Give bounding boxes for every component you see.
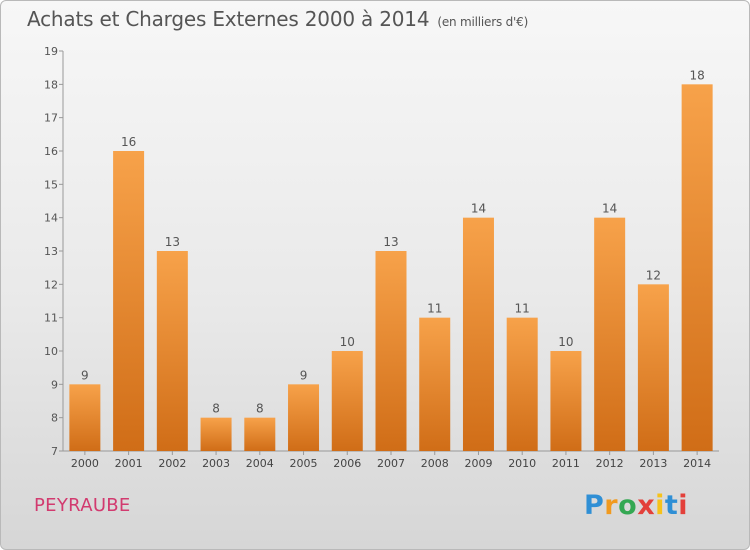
bar-value-label: 10 <box>558 335 573 349</box>
bar-value-label: 14 <box>602 202 617 216</box>
bar-value-label: 12 <box>646 268 661 282</box>
y-tick-label: 13 <box>44 245 58 258</box>
x-tick-label: 2007 <box>377 457 405 470</box>
x-tick-label: 2002 <box>158 457 186 470</box>
y-tick-label: 17 <box>44 112 58 125</box>
x-tick-label: 2012 <box>596 457 624 470</box>
y-tick-label: 12 <box>44 278 58 291</box>
y-tick-label: 18 <box>44 78 58 91</box>
bar <box>288 384 320 451</box>
logo-letter: i <box>678 490 689 521</box>
bar-value-label: 13 <box>383 235 398 249</box>
bar <box>637 284 669 451</box>
bar <box>244 417 276 451</box>
logo-letter: t <box>664 490 679 521</box>
bar <box>594 217 626 451</box>
y-tick-label: 14 <box>44 212 58 225</box>
x-tick-label: 2010 <box>508 457 536 470</box>
y-tick-label: 19 <box>44 45 58 58</box>
x-tick-label: 2006 <box>333 457 361 470</box>
x-tick-label: 2013 <box>639 457 667 470</box>
commune-name: PEYRAUBE <box>34 495 131 516</box>
logo-letter: P <box>584 490 605 521</box>
bar <box>419 317 451 451</box>
data-labels: 9 16 13 8 8 9 10 13 11 14 11 10 14 12 18 <box>81 68 705 415</box>
bar-value-label: 9 <box>300 368 308 382</box>
bar-value-label: 14 <box>471 202 486 216</box>
x-tick-label: 2000 <box>71 457 99 470</box>
chart-title-text: Achats et Charges Externes 2000 à 2014 <box>27 7 430 31</box>
bar-value-label: 11 <box>515 302 530 316</box>
y-tick-label: 15 <box>44 178 58 191</box>
bar <box>156 251 188 451</box>
x-tick-label: 2004 <box>246 457 274 470</box>
logo-letter: o <box>618 490 638 521</box>
bar-value-label: 9 <box>81 368 89 382</box>
x-tick-label: 2005 <box>290 457 318 470</box>
logo-letter: r <box>604 490 619 521</box>
bar <box>69 384 101 451</box>
logo-letter: i <box>655 490 665 521</box>
y-tick-label: 10 <box>44 345 58 358</box>
y-tick-label: 7 <box>51 445 58 458</box>
bar <box>506 317 538 451</box>
bar <box>331 351 363 451</box>
bar <box>462 217 494 451</box>
y-tick-label: 16 <box>44 145 58 158</box>
bar-value-label: 10 <box>340 335 355 349</box>
bar-value-label: 8 <box>212 402 220 416</box>
bar <box>681 84 713 451</box>
axes: 7 8 9 10 11 12 13 14 15 16 17 18 19 2000 2001 2002 2003 2… <box>44 45 719 470</box>
x-tick-label: 2011 <box>552 457 580 470</box>
bar <box>375 251 407 451</box>
x-tick-label: 2008 <box>421 457 449 470</box>
x-tick-label: 2014 <box>683 457 711 470</box>
proxiti-logo: Proxiti <box>584 490 688 521</box>
x-tick-label: 2003 <box>202 457 230 470</box>
bar <box>113 151 145 451</box>
bar-value-label: 18 <box>689 68 704 82</box>
bar-value-label: 13 <box>165 235 180 249</box>
bar <box>200 417 232 451</box>
x-tick-label: 2009 <box>464 457 492 470</box>
logo-letter: x <box>637 490 656 521</box>
chart-title: Achats et Charges Externes 2000 à 2014 (e… <box>27 7 528 31</box>
bars <box>69 84 713 451</box>
bar-value-label: 8 <box>256 402 264 416</box>
y-tick-label: 8 <box>51 412 58 425</box>
bar <box>550 351 582 451</box>
chart-unit: (en milliers d'€) <box>437 15 529 29</box>
y-tick-label: 9 <box>51 378 58 391</box>
y-tick-label: 11 <box>44 312 58 325</box>
x-tick-label: 2001 <box>115 457 143 470</box>
bar-value-label: 16 <box>121 135 136 149</box>
bar-value-label: 11 <box>427 302 442 316</box>
